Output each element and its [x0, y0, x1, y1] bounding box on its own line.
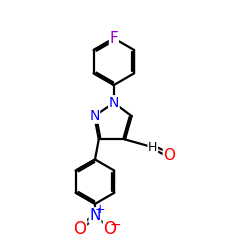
Text: O: O	[74, 220, 86, 238]
Text: +: +	[94, 204, 105, 216]
Text: N: N	[89, 109, 100, 123]
Text: O: O	[104, 220, 117, 238]
Text: N: N	[89, 208, 101, 223]
Text: −: −	[109, 218, 121, 232]
Text: H: H	[148, 141, 158, 154]
Text: F: F	[110, 31, 118, 46]
Text: O: O	[164, 148, 175, 162]
Text: N: N	[109, 96, 119, 110]
